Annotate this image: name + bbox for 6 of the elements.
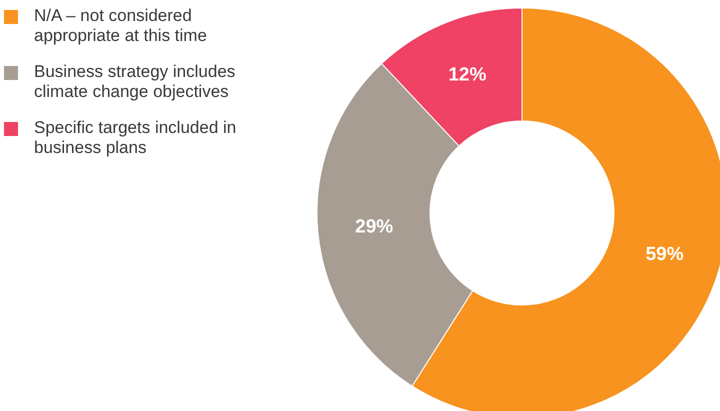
legend-label: N/A – not considered appropriate at this time (34, 6, 208, 46)
data-label: 29% (355, 216, 394, 238)
data-label: 59% (646, 244, 684, 265)
legend-label: Specific targets included in business plans (34, 118, 238, 158)
legend-label: Business strategy includes climate change objectives (34, 62, 236, 102)
data-label: 12% (448, 64, 486, 86)
